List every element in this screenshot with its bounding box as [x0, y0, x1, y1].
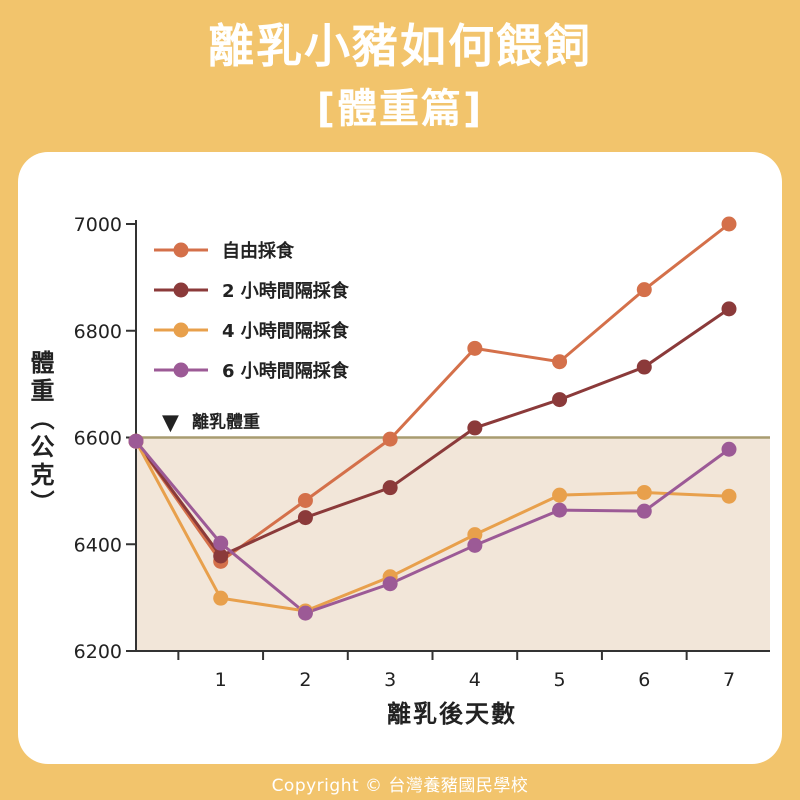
chart-series [128, 216, 737, 621]
data-point [552, 487, 568, 503]
legend-marker [173, 282, 189, 298]
x-tick-label: 3 [384, 669, 396, 691]
data-point [552, 392, 568, 408]
data-point [552, 354, 568, 370]
data-point [382, 480, 398, 496]
legend-marker [173, 362, 189, 378]
weaning-weight-label: 離乳體重 [192, 412, 260, 433]
x-axis-title: 離乳後天數 [387, 700, 517, 728]
data-point [721, 488, 737, 504]
data-point [467, 527, 483, 543]
series-line [134, 307, 730, 558]
data-point [636, 282, 652, 298]
legend-label: 6 小時間隔採食 [222, 360, 350, 382]
weaning-weight-marker-icon: ▼ [162, 411, 179, 436]
series-line [134, 440, 730, 615]
x-tick-label: 2 [299, 669, 311, 691]
x-tick-label: 5 [554, 669, 566, 691]
series-line [134, 440, 730, 613]
page-subtitle: [體重篇] [316, 86, 484, 132]
data-point [297, 492, 313, 508]
y-tick-label: 6200 [74, 641, 122, 663]
data-point [721, 216, 737, 232]
data-point [128, 433, 144, 449]
x-tick-label: 4 [469, 669, 481, 691]
data-point [552, 502, 568, 518]
data-point [213, 590, 229, 606]
data-point [382, 576, 398, 592]
page-title: 離乳小豬如何餵飼 [208, 19, 592, 73]
copyright-notice: Copyright © 台灣養豬國民學校 [271, 776, 529, 796]
x-tick-label: 6 [638, 669, 650, 691]
y-tick-label: 6400 [74, 534, 122, 556]
y-tick-label: 6800 [74, 321, 122, 343]
data-point [467, 340, 483, 356]
legend-label: 4 小時間隔採食 [222, 320, 350, 342]
x-tick-label: 7 [723, 669, 735, 691]
data-point [213, 548, 229, 564]
legend-marker [173, 242, 189, 258]
data-point [382, 431, 398, 447]
data-point [467, 537, 483, 553]
data-point [213, 535, 229, 551]
y-tick-label: 6600 [74, 428, 122, 450]
data-point [297, 605, 313, 621]
data-point [297, 510, 313, 526]
data-point [467, 420, 483, 436]
data-point [636, 359, 652, 375]
chart-legend: 自由採食 2 小時間隔採食 4 小時間隔採食 6 小時間隔採食 [154, 240, 350, 382]
y-tick-label: 7000 [74, 214, 122, 236]
y-axis-title: 體重（公克） [26, 350, 54, 518]
legend-marker [173, 322, 189, 338]
data-point [721, 441, 737, 457]
x-tick-label: 1 [215, 669, 227, 691]
data-point [721, 301, 737, 317]
legend-label: 自由採食 [222, 240, 295, 262]
data-point [636, 503, 652, 519]
legend-label: 2 小時間隔採食 [222, 280, 350, 302]
data-point [636, 484, 652, 500]
